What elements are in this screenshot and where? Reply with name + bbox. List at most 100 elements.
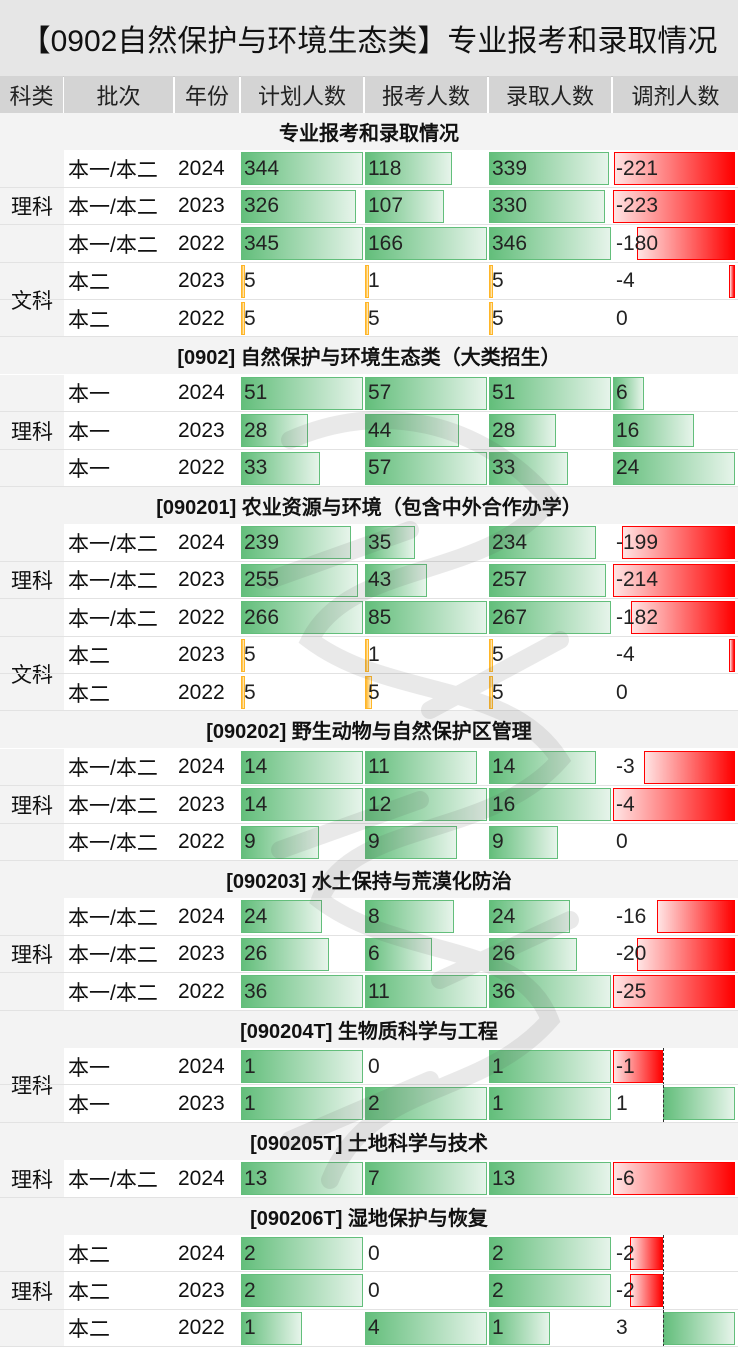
batch-cell: 本一/本二 — [68, 233, 158, 257]
plan-cell: 1 — [241, 1085, 363, 1122]
section-title: [090204T] 生物质科学与工程 — [0, 1010, 738, 1048]
admit-cell: 5 — [489, 637, 611, 674]
apply-databar — [365, 451, 487, 485]
adjust-cell: 3 — [613, 1309, 738, 1347]
batch-cell: 本二 — [68, 1243, 110, 1267]
apply-cell: 107 — [365, 188, 487, 225]
adjust-cell: 1 — [613, 1085, 738, 1123]
adjust-cell: -180 — [613, 225, 738, 262]
apply-databar — [365, 152, 452, 186]
apply-cell: 5 — [365, 674, 487, 711]
row-divider — [0, 1346, 738, 1348]
admit-databar — [489, 302, 493, 335]
table-row: 本二 2022 5 5 5 0 — [64, 674, 738, 711]
year-cell: 2022 — [178, 231, 225, 255]
subject-cell: 理科 — [0, 748, 64, 861]
year-cell: 2022 — [178, 1316, 225, 1340]
year-cell: 2023 — [178, 418, 225, 442]
apply-value: 5 — [368, 306, 380, 330]
plan-cell: 5 — [241, 300, 363, 337]
apply-value: 1 — [368, 269, 380, 293]
admit-value: 1 — [492, 1316, 504, 1340]
adjust-databar — [729, 638, 735, 672]
admit-value: 267 — [492, 605, 528, 629]
plan-databar — [241, 376, 363, 410]
adjust-axis — [663, 1235, 664, 1272]
row-divider — [0, 822, 738, 824]
subject-cell: 理科 — [0, 898, 64, 1011]
apply-databar — [365, 975, 487, 1009]
admit-value: 9 — [492, 830, 504, 854]
row-divider — [0, 1308, 738, 1310]
admit-databar — [489, 825, 558, 859]
admit-cell: 5 — [489, 300, 611, 337]
apply-value: 8 — [368, 904, 380, 928]
plan-databar — [241, 1274, 363, 1308]
adjust-value: -16 — [616, 904, 647, 928]
adjust-databar — [656, 900, 735, 934]
row-divider — [0, 673, 738, 674]
plan-value: 239 — [244, 530, 280, 554]
admit-cell: 9 — [489, 824, 611, 861]
admit-value: 26 — [492, 942, 516, 966]
apply-cell: 12 — [365, 786, 487, 823]
adjust-value: -180 — [616, 231, 659, 255]
batch-cell: 本一 — [68, 458, 110, 482]
adjust-databar — [613, 563, 735, 597]
subject-cell: 理科 — [0, 1160, 64, 1198]
table-row: 本一/本二 2022 36 11 36 -25 — [64, 973, 738, 1010]
adjust-cell: -20 — [613, 936, 738, 973]
admit-value: 16 — [492, 792, 516, 816]
plan-value: 51 — [244, 381, 268, 405]
admit-cell: 257 — [489, 562, 611, 599]
table-row: 本二 2024 2 0 2 -2 — [64, 1235, 738, 1272]
batch-cell: 本一/本二 — [68, 196, 158, 220]
admit-databar — [489, 601, 611, 635]
adjust-cell: -223 — [613, 188, 738, 225]
plan-value: 255 — [244, 568, 280, 592]
table-row: 本一/本二 2024 14 11 14 -3 — [64, 749, 738, 786]
adjust-databar — [629, 1237, 663, 1270]
adjust-databar — [613, 451, 735, 485]
plan-value: 28 — [244, 418, 268, 442]
plan-databar — [241, 750, 363, 784]
adjust-value: 1 — [616, 1091, 628, 1115]
table-row: 本一/本二 2024 239 35 234 -199 — [64, 524, 738, 561]
plan-value: 1 — [244, 1054, 256, 1078]
adjust-databar — [636, 227, 735, 261]
admit-cell: 234 — [489, 524, 611, 561]
header-batch: 批次 — [64, 76, 173, 113]
subject-cell: 理科 — [0, 374, 64, 487]
batch-cell: 本二 — [68, 271, 110, 295]
adjust-value: 0 — [616, 306, 628, 330]
admit-cell: 1 — [489, 1048, 611, 1085]
row-divider — [0, 411, 738, 413]
plan-databar — [241, 227, 363, 261]
plan-databar — [241, 1237, 363, 1270]
admit-cell: 26 — [489, 936, 611, 973]
admit-value: 330 — [492, 194, 528, 218]
plan-cell: 28 — [241, 412, 363, 449]
adjust-value: -214 — [616, 568, 659, 592]
adjust-value: 6 — [616, 381, 628, 405]
row-divider — [0, 1009, 738, 1011]
header-admit: 录取人数 — [489, 76, 611, 113]
subject-cell: 理科 — [0, 524, 64, 637]
apply-databar — [365, 1162, 487, 1196]
plan-value: 14 — [244, 792, 268, 816]
apply-cell: 57 — [365, 375, 487, 412]
plan-value: 2 — [244, 1241, 256, 1265]
row-divider — [0, 560, 738, 562]
batch-cell: 本二 — [68, 645, 110, 669]
section-title: 专业报考和录取情况 — [0, 113, 738, 150]
plan-cell: 13 — [241, 1160, 363, 1197]
apply-value: 2 — [368, 1091, 380, 1115]
plan-databar — [241, 302, 245, 335]
row-divider — [0, 860, 738, 861]
apply-value: 9 — [368, 830, 380, 854]
apply-value: 5 — [368, 680, 380, 704]
admit-value: 24 — [492, 904, 516, 928]
adjust-value: -2 — [616, 1241, 635, 1265]
row-divider — [0, 448, 738, 450]
